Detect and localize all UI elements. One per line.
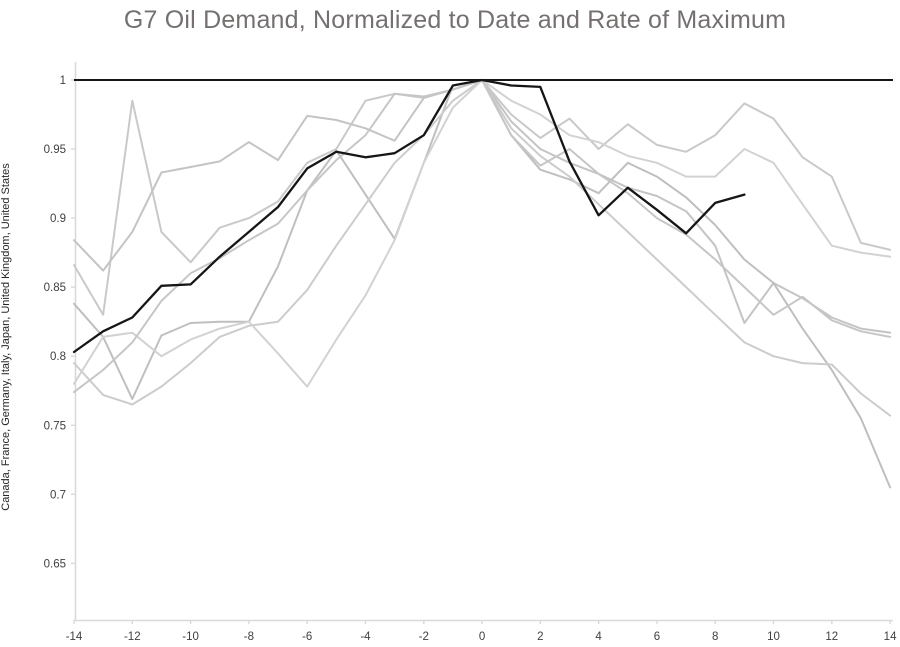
x-tick-label: -6	[302, 631, 312, 643]
axes	[74, 62, 893, 622]
y-tick-label: 1	[60, 75, 66, 87]
series-line-gray-country-5	[73, 79, 892, 388]
y-tick-label: 0.65	[44, 558, 66, 570]
x-tick-label: -10	[182, 631, 199, 643]
series-line-gray-country-2	[73, 79, 892, 334]
y-tick-label: 0.7	[50, 489, 66, 501]
x-tick-label: 4	[595, 631, 602, 643]
y-tick-label: 0.8	[50, 351, 66, 363]
x-tick-label: -4	[360, 631, 371, 643]
x-tick-label: -14	[66, 631, 83, 643]
x-tick-label: 6	[654, 631, 660, 643]
x-tick-label: 8	[712, 631, 718, 643]
series-line-gray-country-6	[73, 79, 892, 394]
data-series	[72, 78, 893, 489]
series-line-gray-country-3	[73, 79, 892, 489]
x-tick-label: 12	[825, 631, 838, 643]
x-tick-label: 14	[884, 631, 897, 643]
y-tick-label: 0.85	[44, 282, 66, 294]
x-tick-label: -12	[124, 631, 141, 643]
y-tick-label: 0.95	[44, 144, 66, 156]
x-tick-label: 2	[537, 631, 543, 643]
y-axis-label: Canada, France, Germany, Italy, Japan, U…	[0, 163, 12, 511]
y-tick-label: 0.9	[50, 213, 66, 225]
y-tick-label: 0.75	[44, 420, 66, 432]
chart-title: G7 Oil Demand, Normalized to Date and Ra…	[123, 6, 787, 34]
y-axis-ticks: 1 0.95 0.9 0.85 0.8 0.75 0.7 0.65	[44, 75, 75, 570]
series-line-highlighted-country	[72, 78, 746, 354]
x-tick-label: 10	[767, 631, 780, 643]
x-tick-label: 0	[479, 631, 485, 643]
x-tick-label: -2	[419, 631, 429, 643]
x-axis-ticks: -14 -12 -10 -8 -6 -4 -2 0 2 4 6 8 10 12 14	[66, 620, 897, 643]
x-tick-label: -8	[244, 631, 254, 643]
series-line-gray-country-4	[73, 79, 892, 417]
